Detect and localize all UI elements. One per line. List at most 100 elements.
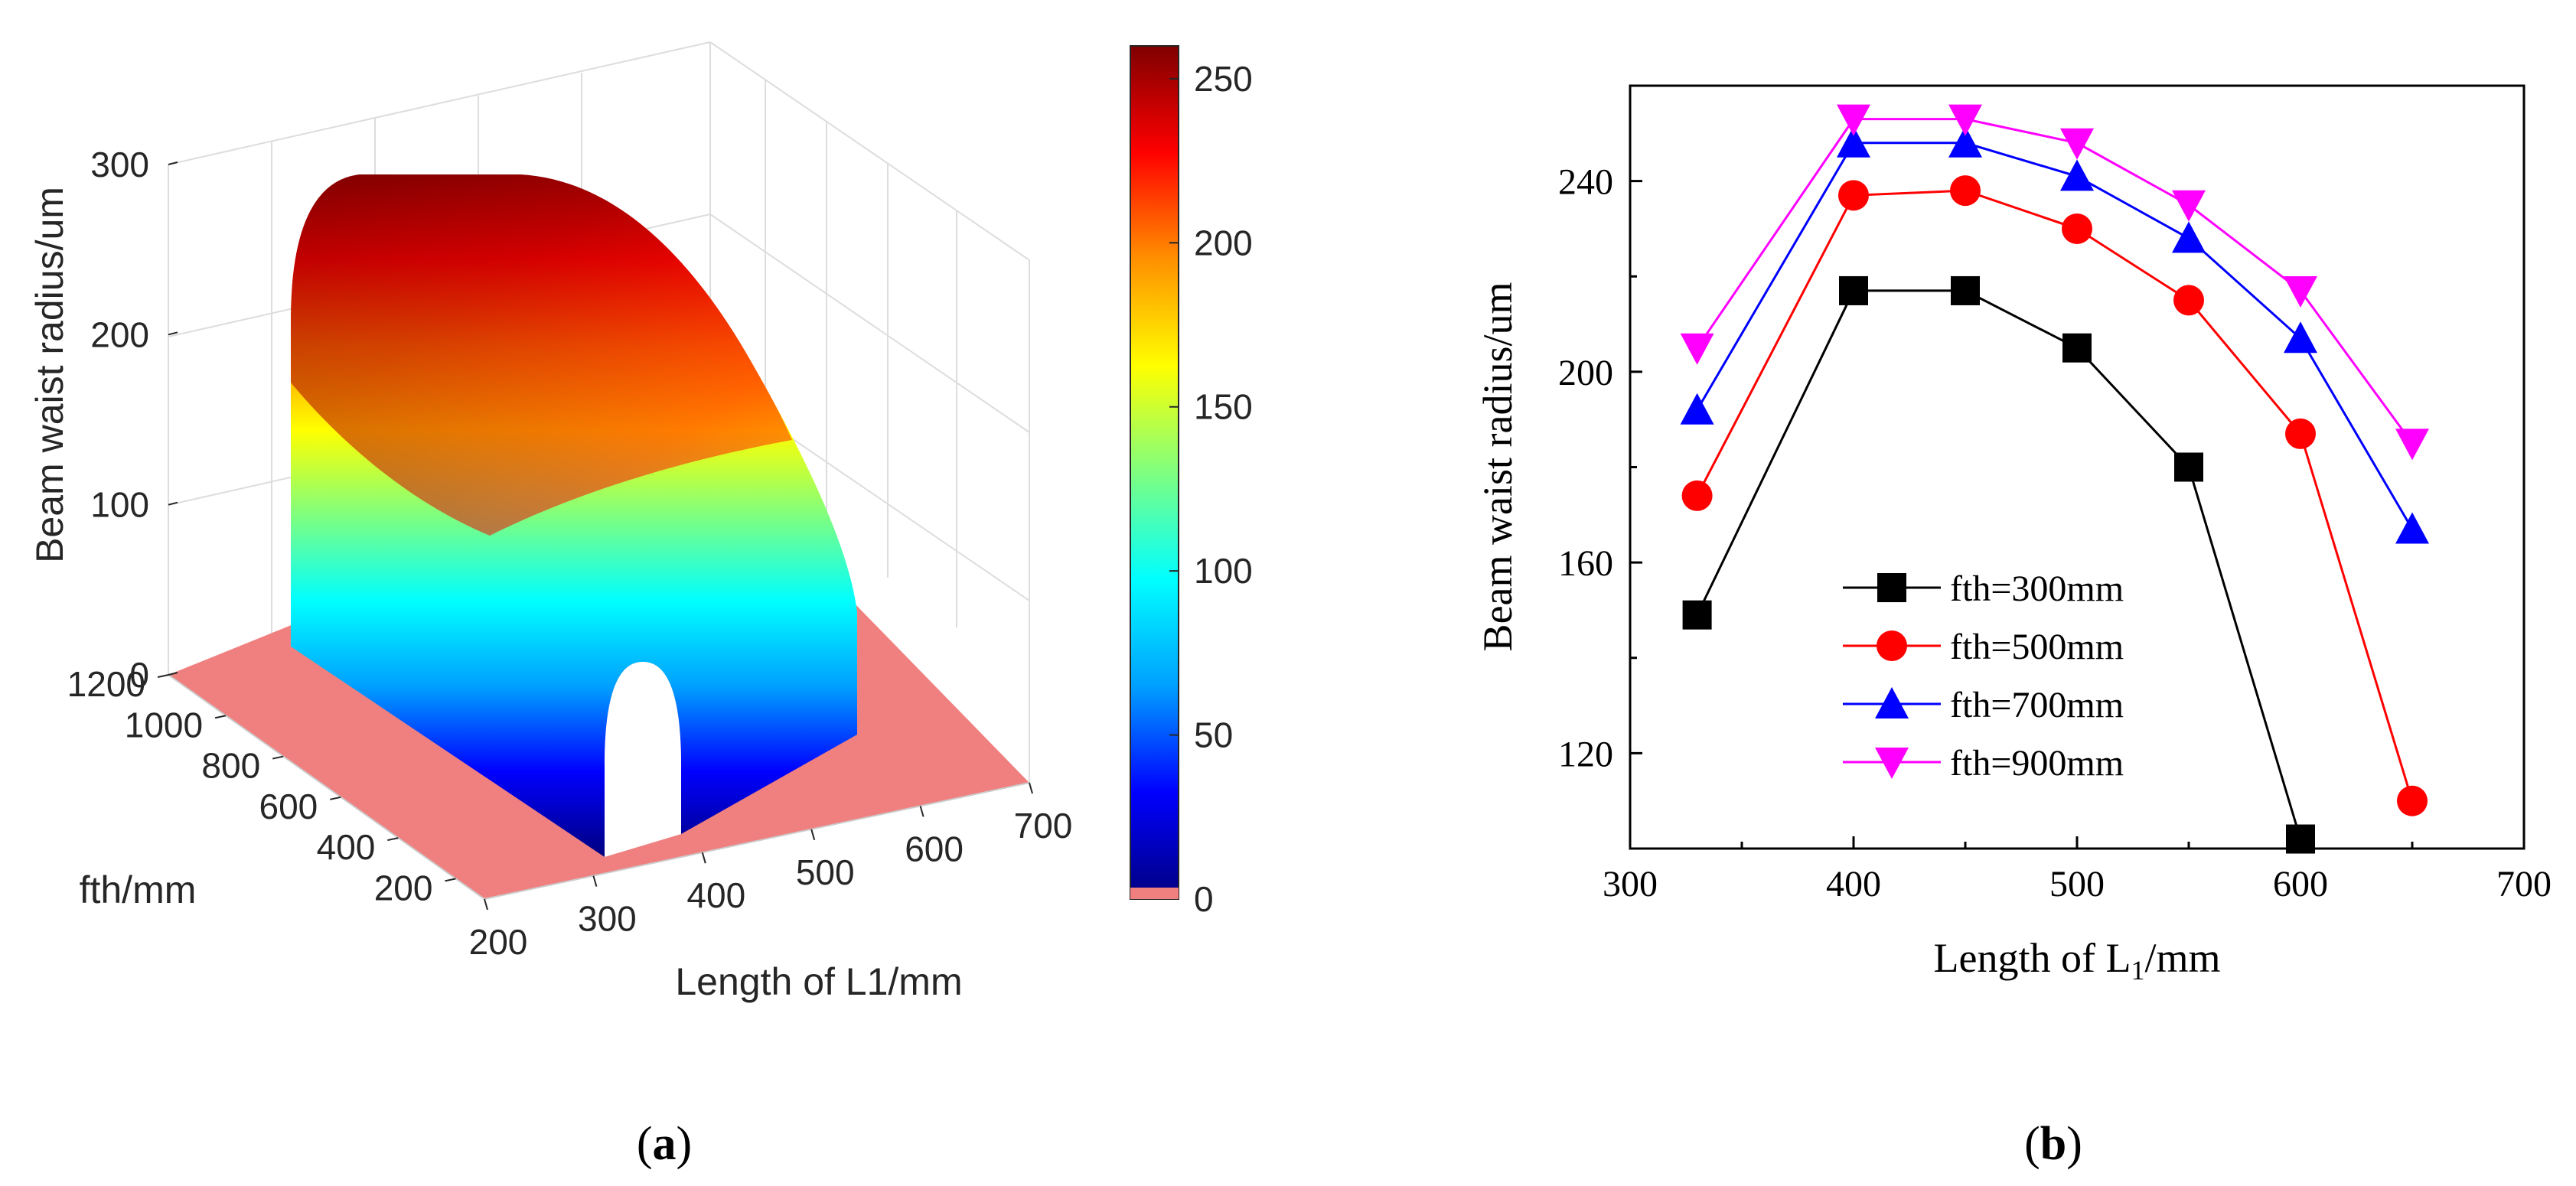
z-tick-label: 300 bbox=[90, 145, 149, 184]
legend-entry: fth=700mm bbox=[1843, 685, 2124, 725]
data-point bbox=[1948, 104, 1982, 136]
l1-axis-label: Length of L1/mm bbox=[675, 960, 962, 1003]
fth-tick-label: 600 bbox=[259, 787, 318, 826]
data-point bbox=[2062, 333, 2092, 363]
surface-arch-gap bbox=[605, 662, 681, 857]
series-fth=700mm bbox=[1680, 125, 2429, 544]
series-fth=900mm bbox=[1680, 104, 2429, 461]
fth-tick bbox=[214, 715, 227, 719]
data-point bbox=[2172, 190, 2206, 222]
data-point bbox=[2286, 824, 2315, 854]
data-point bbox=[2060, 128, 2094, 160]
fth-tick bbox=[330, 796, 341, 800]
z-tick-label: 0 bbox=[129, 655, 149, 695]
z-tick-label: 100 bbox=[90, 485, 149, 525]
fth-tick bbox=[157, 674, 169, 678]
data-point bbox=[1951, 275, 1980, 305]
z-tick-label: 200 bbox=[90, 314, 149, 354]
l1-tick-label: 400 bbox=[686, 875, 745, 915]
z-tick bbox=[168, 672, 178, 676]
z-tick bbox=[168, 501, 178, 506]
surface-top-cap bbox=[291, 174, 792, 536]
legend-marker bbox=[1875, 748, 1909, 779]
colorbar-ticks: 0 50 100 150 200 250 bbox=[1130, 59, 1253, 919]
data-point bbox=[2285, 418, 2316, 449]
colorbar-tick-label: 250 bbox=[1194, 59, 1253, 99]
colorbar bbox=[1130, 45, 1179, 900]
grid-line bbox=[168, 41, 711, 165]
l1-tick-label: 600 bbox=[905, 829, 964, 868]
data-point bbox=[1682, 600, 1712, 630]
legend-entry: fth=500mm bbox=[1843, 627, 2124, 667]
fth-tick-label: 200 bbox=[374, 868, 433, 907]
series-fth=300mm bbox=[1682, 275, 2315, 854]
data-point bbox=[1839, 275, 1868, 305]
data-point bbox=[2172, 221, 2206, 253]
fth-tick bbox=[272, 755, 284, 760]
l1-tick bbox=[810, 829, 816, 841]
fth-tick-label: 800 bbox=[201, 746, 260, 786]
z-axis-label: Beam waist radius/um bbox=[28, 187, 71, 563]
x-tick-label: 300 bbox=[1603, 864, 1658, 904]
fth-tick-label: 1000 bbox=[125, 705, 203, 745]
l1-axis-ticks: 200 300 400 500 600 700 bbox=[469, 782, 1073, 962]
data-point bbox=[1950, 175, 1981, 207]
colorbar-tick-label: 0 bbox=[1194, 879, 1214, 919]
panel-a-label: (a) bbox=[637, 1118, 692, 1170]
colorbar-tick-label: 150 bbox=[1194, 387, 1253, 427]
data-point bbox=[2173, 285, 2204, 316]
legend-marker bbox=[1877, 630, 1907, 661]
data-point bbox=[1680, 393, 1714, 425]
legend-label: fth=300mm bbox=[1950, 569, 2124, 609]
fth-tick bbox=[445, 878, 456, 882]
data-point bbox=[1681, 480, 1713, 511]
data-point bbox=[2397, 785, 2428, 816]
y-tick-label: 160 bbox=[1558, 543, 1613, 584]
l1-tick-label: 500 bbox=[796, 852, 855, 892]
colorbar-zero-swatch bbox=[1130, 888, 1179, 899]
data-point bbox=[2060, 159, 2094, 191]
data-point bbox=[1680, 333, 1714, 365]
grid-line bbox=[709, 41, 1030, 261]
l1-tick-label: 700 bbox=[1014, 806, 1073, 846]
y-tick-label: 200 bbox=[1558, 353, 1613, 393]
l1-tick bbox=[592, 875, 598, 887]
data-point bbox=[2395, 512, 2429, 544]
data-point bbox=[2395, 428, 2429, 461]
grid-line bbox=[709, 213, 1030, 433]
colorbar-tick-label: 100 bbox=[1194, 551, 1253, 591]
data-point bbox=[1838, 180, 1869, 211]
series-line bbox=[1696, 289, 2302, 839]
fth-axis-label: fth/mm bbox=[80, 868, 197, 911]
line-chart-series bbox=[1680, 104, 2429, 854]
y-tick-label: 240 bbox=[1558, 162, 1613, 203]
l1-tick-label: 300 bbox=[578, 899, 637, 939]
plot-frame bbox=[1629, 84, 2525, 850]
l1-tick bbox=[484, 898, 488, 911]
colorbar-tick-label: 50 bbox=[1194, 715, 1233, 755]
l1-tick bbox=[1029, 782, 1033, 794]
l1-tick-label: 200 bbox=[469, 922, 528, 962]
series-fth=500mm bbox=[1681, 175, 2428, 816]
x-tick-label: 500 bbox=[2049, 864, 2105, 904]
data-point bbox=[2284, 321, 2317, 354]
fth-tick-label: 1200 bbox=[67, 664, 145, 704]
data-point bbox=[2174, 452, 2203, 482]
axes-front-edges bbox=[168, 674, 1030, 900]
y-tick-label: 120 bbox=[1558, 734, 1613, 774]
y-axis-label: Beam waist radius/um bbox=[1475, 282, 1521, 652]
x-axis-label: Length of L1/mm bbox=[1934, 935, 2221, 986]
data-point bbox=[1948, 125, 1982, 158]
data-point bbox=[1837, 104, 1870, 136]
x-tick-label: 700 bbox=[2496, 864, 2552, 904]
fth-tick bbox=[387, 837, 399, 842]
data-point bbox=[2062, 213, 2092, 244]
z-axis-ticks: 0 100 200 300 bbox=[90, 145, 178, 695]
data-point bbox=[1837, 125, 1870, 158]
colorbar-tick-label: 200 bbox=[1194, 223, 1253, 262]
data-point bbox=[2284, 275, 2317, 308]
z-tick bbox=[168, 331, 178, 336]
l1-tick bbox=[919, 806, 924, 817]
